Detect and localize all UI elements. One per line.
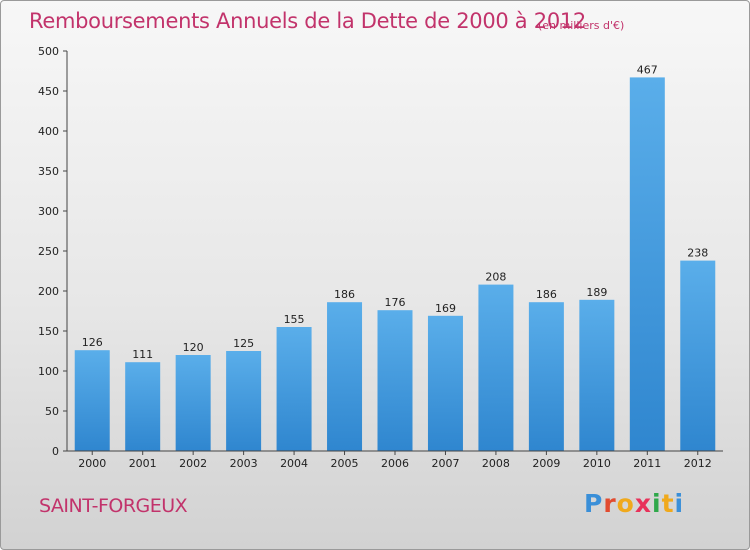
y-tick-label: 200 bbox=[38, 285, 59, 298]
bar-2011[interactable] bbox=[629, 77, 665, 452]
bar-2003[interactable] bbox=[226, 351, 262, 451]
value-label-2009: 186 bbox=[536, 288, 557, 301]
value-label-2012: 238 bbox=[687, 247, 708, 260]
bar-2000[interactable] bbox=[74, 350, 110, 451]
bar-2001[interactable] bbox=[125, 362, 161, 451]
y-tick-label: 450 bbox=[38, 85, 59, 98]
y-tick-label: 350 bbox=[38, 165, 59, 178]
value-label-2006: 176 bbox=[385, 296, 406, 309]
x-tick-label-2006: 2006 bbox=[381, 457, 409, 470]
y-axis: 0 50 100 150 200 250 300 350 400 450 500 bbox=[38, 45, 68, 458]
logo-letter: x bbox=[634, 489, 652, 518]
value-label-2003: 125 bbox=[233, 337, 254, 350]
proxiti-logo[interactable]: Proxiti bbox=[584, 489, 684, 518]
chart-title: Remboursements Annuels de la Dette de 20… bbox=[29, 9, 586, 33]
y-tick-label: 500 bbox=[38, 45, 59, 58]
value-label-2002: 120 bbox=[183, 341, 204, 354]
y-tick-label: 100 bbox=[38, 365, 59, 378]
x-tick-label-2005: 2005 bbox=[331, 457, 359, 470]
logo-letter: P bbox=[584, 489, 604, 518]
y-tick-label: 250 bbox=[38, 245, 59, 258]
value-label-2000: 126 bbox=[82, 336, 103, 349]
x-tick-label-2012: 2012 bbox=[684, 457, 712, 470]
x-tick-label-2008: 2008 bbox=[482, 457, 510, 470]
value-label-2001: 111 bbox=[132, 348, 153, 361]
bar-2004[interactable] bbox=[276, 327, 312, 451]
x-tick-label-2011: 2011 bbox=[633, 457, 661, 470]
logo-letter: o bbox=[616, 489, 635, 518]
value-label-2004: 155 bbox=[284, 313, 305, 326]
bar-2005[interactable] bbox=[327, 302, 363, 451]
x-tick-label-2009: 2009 bbox=[532, 457, 560, 470]
value-label-2005: 186 bbox=[334, 288, 355, 301]
logo-letter: i bbox=[652, 489, 662, 518]
value-label-2007: 169 bbox=[435, 302, 456, 315]
bar-2012[interactable] bbox=[680, 260, 716, 451]
x-tick-label-2003: 2003 bbox=[230, 457, 258, 470]
logo-letter: t bbox=[661, 489, 675, 518]
bar-2010[interactable] bbox=[579, 299, 615, 451]
bar-2009[interactable] bbox=[528, 302, 564, 451]
logo-letter: i bbox=[674, 489, 685, 518]
y-tick-label: 0 bbox=[52, 445, 59, 458]
x-tick-label-2010: 2010 bbox=[583, 457, 611, 470]
bars-group: 126 111 120 125 155 186 176 169 208 186 189 467 238 bbox=[74, 63, 716, 452]
x-tick-label-2007: 2007 bbox=[431, 457, 459, 470]
bar-2006[interactable] bbox=[377, 310, 413, 451]
value-label-2010: 189 bbox=[586, 286, 607, 299]
logo-letter: r bbox=[603, 489, 617, 518]
bar-2008[interactable] bbox=[478, 284, 514, 451]
unit-note: (en milliers d'€) bbox=[538, 19, 625, 32]
x-tick-label-2000: 2000 bbox=[78, 457, 106, 470]
value-label-2008: 208 bbox=[485, 271, 506, 284]
city-name: SAINT-FORGEUX bbox=[39, 495, 188, 517]
value-label-2011: 467 bbox=[637, 63, 658, 76]
y-tick-label: 300 bbox=[38, 205, 59, 218]
bar-2007[interactable] bbox=[427, 315, 463, 451]
bar-2002[interactable] bbox=[175, 355, 211, 451]
x-tick-label-2001: 2001 bbox=[129, 457, 157, 470]
x-tick-label-2004: 2004 bbox=[280, 457, 308, 470]
y-tick-label: 400 bbox=[38, 125, 59, 138]
x-axis: 2000 2001 2002 2003 2004 2005 2006 2007 2008 2009… bbox=[67, 450, 723, 470]
y-tick-label: 150 bbox=[38, 325, 59, 338]
y-tick-label: 50 bbox=[45, 405, 59, 418]
x-tick-label-2002: 2002 bbox=[179, 457, 207, 470]
